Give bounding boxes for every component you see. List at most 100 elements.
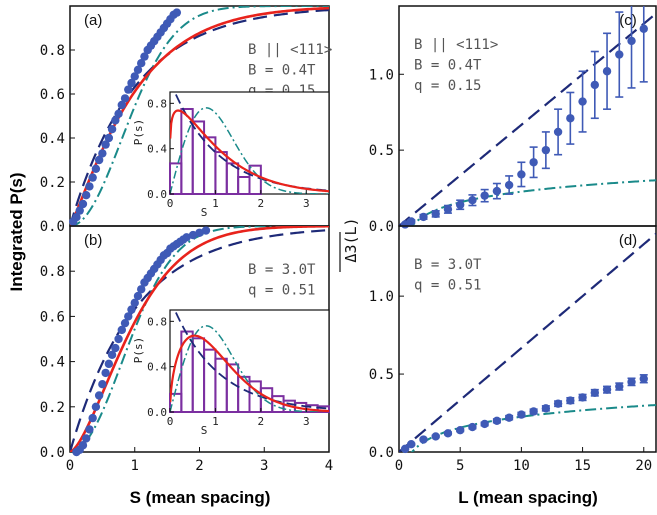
annotation-text: q = 0.51 — [248, 283, 315, 299]
data-point — [133, 291, 143, 301]
data-point — [615, 382, 624, 391]
panel-b-y-tick-label: 0.4 — [40, 355, 65, 371]
data-point — [85, 425, 94, 434]
data-point — [529, 407, 538, 416]
data-point — [75, 206, 84, 215]
data-point — [127, 305, 136, 314]
data-point — [443, 429, 453, 438]
data-point — [101, 140, 110, 149]
data-point — [111, 116, 120, 125]
data-point — [81, 191, 91, 200]
data-point — [431, 209, 440, 219]
data-point — [504, 413, 514, 422]
panel-b-y-tick-label: 0.6 — [40, 309, 65, 325]
panel-d-x-tick-label: 20 — [635, 458, 652, 474]
inset-y-tick-label: 0.8 — [147, 97, 167, 110]
data-point — [101, 368, 110, 378]
panel-d-y-tick-label: 0.5 — [369, 367, 394, 383]
data-point — [130, 298, 139, 308]
fit-curve — [70, 226, 329, 452]
data-point — [72, 213, 81, 222]
data-point — [590, 388, 600, 397]
data-point — [590, 80, 600, 90]
inset-x-tick-label: 1 — [212, 415, 219, 428]
panel-b-x-tick-label: 0 — [66, 458, 74, 474]
data-point — [107, 125, 117, 134]
data-point — [517, 410, 526, 419]
inset-fit-curve — [170, 334, 329, 412]
data-point — [188, 230, 198, 240]
inset-goe-curve — [170, 107, 329, 194]
panel-c-y-tick-label: 0.5 — [369, 143, 394, 159]
data-point — [480, 419, 489, 429]
data-point — [137, 59, 146, 68]
data-point — [124, 85, 133, 94]
data-point — [195, 228, 204, 237]
data-point — [111, 343, 120, 353]
inset-x-tick-label: 3 — [303, 415, 310, 428]
panel-c-y-tick-label: 1.0 — [369, 67, 394, 83]
data-point — [443, 205, 453, 214]
panel-a-y-tick-label: 0.2 — [40, 175, 65, 191]
annotation-text: B = 3.0T — [248, 262, 316, 278]
annotation-text: B = 3.0T — [414, 257, 482, 273]
panel-b-y-tick-label: 0.8 — [40, 264, 65, 280]
data-point — [639, 24, 648, 33]
annotation-text: B = 0.4T — [248, 63, 316, 79]
inset-x-tick-label: 0 — [167, 197, 174, 210]
panel-a-y-tick-label: 0.0 — [40, 219, 65, 235]
data-point — [133, 65, 143, 75]
panel-b-x-tick-label: 3 — [260, 458, 268, 474]
data-point — [91, 164, 101, 173]
data-point — [468, 196, 477, 205]
data-point — [114, 334, 123, 344]
data-point — [504, 180, 514, 190]
panel-c: 0.0 0.5 1.0 (c) B || <111> B = 0.4T q = 0.15 — [369, 5, 657, 235]
inset-y-axis-label: P(s) — [132, 119, 145, 146]
data-point — [120, 94, 130, 103]
data-point — [492, 186, 502, 196]
data-point — [517, 170, 526, 179]
panel-c-y-tick-label: 0.0 — [369, 219, 394, 235]
histogram-bar — [316, 405, 330, 414]
data-point — [201, 226, 211, 235]
panel-label: (d) — [619, 232, 637, 249]
data-point — [431, 432, 440, 441]
inset-y-tick-label: 0.4 — [147, 361, 167, 374]
data-point — [127, 78, 136, 88]
panel-label: (b) — [84, 232, 102, 249]
inset-y-tick-label: 0.0 — [147, 188, 167, 201]
panel-a-y-tick-label: 0.4 — [40, 131, 65, 147]
panel-b-y-tick-label: 0.2 — [40, 400, 65, 416]
data-point — [553, 127, 563, 137]
data-point — [407, 440, 416, 449]
inset-x-tick-label: 2 — [258, 197, 265, 210]
inset-x-axis-label: S — [201, 206, 208, 219]
panel-a-y-tick-label: 0.8 — [40, 43, 65, 59]
poisson-curve — [399, 12, 656, 226]
data-point — [172, 8, 182, 17]
annotation-text: B || <111> — [248, 42, 332, 58]
data-point — [124, 312, 133, 321]
panel-b-x-tick-label: 4 — [325, 458, 333, 474]
data-point — [553, 399, 563, 408]
panel-d-x-tick-label: 10 — [513, 458, 530, 474]
data-point — [104, 133, 114, 143]
data-point — [91, 402, 101, 411]
data-point — [114, 109, 123, 119]
annotation-text: q = 0.15 — [414, 78, 481, 94]
annotation-text: q = 0.51 — [414, 278, 481, 294]
data-point — [407, 217, 416, 226]
data-point — [107, 350, 117, 360]
inset-fit-curve — [170, 109, 329, 193]
panel-label: (a) — [84, 12, 102, 29]
annotation-text: B || <111> — [414, 37, 498, 53]
panel-d-y-tick-label: 1.0 — [369, 289, 394, 305]
data-point — [566, 396, 575, 405]
poisson-curve — [70, 229, 329, 452]
panel-a: 0.00.20.40.60.8(a)B || <111>B = 0.4Tq = … — [40, 5, 332, 235]
data-point — [104, 359, 114, 369]
inset-x-tick-label: 1 — [212, 197, 219, 210]
data-point — [88, 173, 97, 182]
